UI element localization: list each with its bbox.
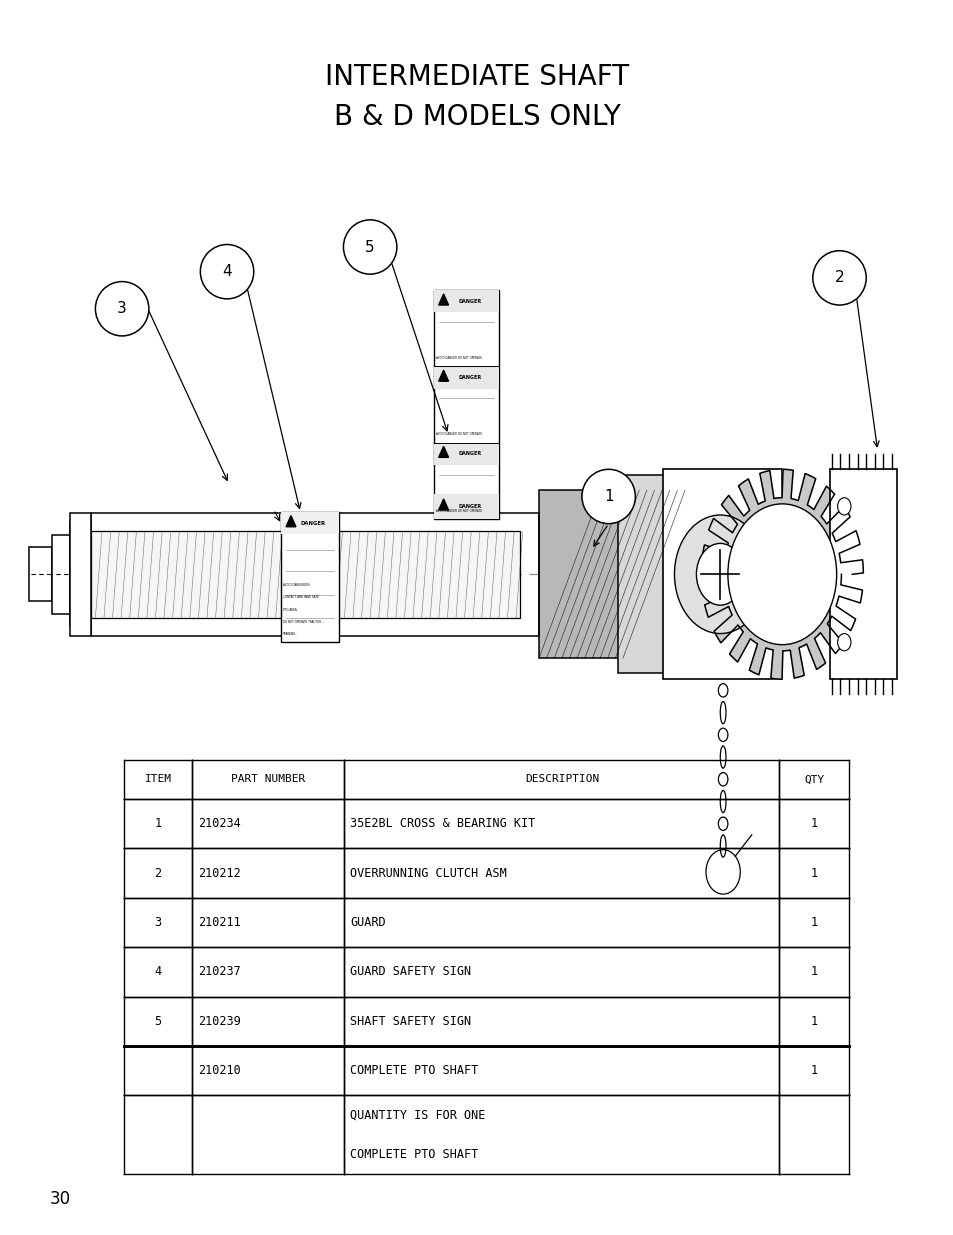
FancyBboxPatch shape: [281, 513, 338, 642]
Ellipse shape: [200, 245, 253, 299]
Text: AVOID DANGER DO NOT OPERATE: AVOID DANGER DO NOT OPERATE: [436, 432, 481, 436]
FancyBboxPatch shape: [91, 531, 519, 618]
Text: 3: 3: [117, 301, 127, 316]
Text: SHAFT SAFETY SIGN: SHAFT SAFETY SIGN: [350, 1015, 471, 1028]
Text: 2: 2: [834, 270, 843, 285]
Text: 210237: 210237: [197, 966, 240, 978]
Polygon shape: [700, 469, 862, 679]
FancyBboxPatch shape: [434, 367, 498, 389]
FancyBboxPatch shape: [52, 535, 70, 614]
Text: COMPLETE PTO SHAFT: COMPLETE PTO SHAFT: [350, 1149, 477, 1161]
Text: 3: 3: [154, 916, 161, 929]
Ellipse shape: [812, 251, 865, 305]
Text: 5: 5: [365, 240, 375, 254]
FancyBboxPatch shape: [70, 513, 91, 636]
Text: 1: 1: [154, 818, 161, 830]
Circle shape: [727, 504, 836, 645]
Text: 1: 1: [603, 489, 613, 504]
Text: TRAINING...: TRAINING...: [283, 632, 298, 636]
Text: DESCRIPTION: DESCRIPTION: [524, 774, 598, 784]
FancyBboxPatch shape: [662, 469, 781, 679]
Text: AVOID DANGER DO NOT OPERATE: AVOID DANGER DO NOT OPERATE: [436, 356, 481, 361]
Text: QUANTITY IS FOR ONE: QUANTITY IS FOR ONE: [350, 1109, 485, 1121]
Text: 210239: 210239: [197, 1015, 240, 1028]
Text: GUARD: GUARD: [350, 916, 385, 929]
Text: B & D MODELS ONLY: B & D MODELS ONLY: [334, 104, 619, 131]
Text: QTY: QTY: [803, 774, 823, 784]
Text: 4: 4: [154, 966, 161, 978]
Text: PTO AREA: PTO AREA: [283, 608, 296, 611]
Text: 1: 1: [810, 1015, 817, 1028]
Text: DANGER: DANGER: [300, 520, 325, 526]
Text: INTERMEDIATE SHAFT: INTERMEDIATE SHAFT: [325, 63, 628, 90]
Text: GUARD SAFETY SIGN: GUARD SAFETY SIGN: [350, 966, 471, 978]
Text: 210211: 210211: [197, 916, 240, 929]
Ellipse shape: [343, 220, 396, 274]
Text: DANGER: DANGER: [458, 299, 481, 304]
FancyBboxPatch shape: [281, 513, 338, 535]
Ellipse shape: [95, 282, 149, 336]
FancyBboxPatch shape: [829, 469, 896, 679]
Text: OVERRUNNING CLUTCH ASM: OVERRUNNING CLUTCH ASM: [350, 867, 506, 879]
Text: DANGER: DANGER: [458, 451, 481, 456]
Text: 210210: 210210: [197, 1065, 240, 1077]
Text: DANGER: DANGER: [458, 504, 481, 509]
Text: 2: 2: [154, 867, 161, 879]
Text: 1: 1: [810, 916, 817, 929]
Text: PART NUMBER: PART NUMBER: [231, 774, 305, 784]
Text: 210212: 210212: [197, 867, 240, 879]
FancyBboxPatch shape: [434, 290, 498, 519]
FancyBboxPatch shape: [618, 475, 667, 673]
Text: CONTACT AND HAVE SAFE: CONTACT AND HAVE SAFE: [283, 595, 319, 599]
Text: 1: 1: [810, 867, 817, 879]
FancyBboxPatch shape: [434, 494, 498, 519]
Text: DO NOT OPERATE TRACTOR...: DO NOT OPERATE TRACTOR...: [283, 620, 324, 624]
Text: AVOID DANGER DO NOT OPERATE: AVOID DANGER DO NOT OPERATE: [436, 509, 481, 513]
Text: 35E2BL CROSS & BEARING KIT: 35E2BL CROSS & BEARING KIT: [350, 818, 535, 830]
Text: DANGER: DANGER: [458, 375, 481, 380]
FancyBboxPatch shape: [538, 490, 624, 658]
FancyBboxPatch shape: [29, 547, 52, 601]
Text: 4: 4: [222, 264, 232, 279]
FancyBboxPatch shape: [70, 522, 91, 626]
Text: 210234: 210234: [197, 818, 240, 830]
Circle shape: [837, 634, 850, 651]
FancyBboxPatch shape: [434, 442, 498, 464]
Text: 1: 1: [810, 966, 817, 978]
Ellipse shape: [581, 469, 635, 524]
Text: 1: 1: [810, 818, 817, 830]
FancyBboxPatch shape: [434, 290, 498, 312]
Text: AVOID DANGEROUS: AVOID DANGEROUS: [283, 583, 310, 587]
Text: ITEM: ITEM: [145, 774, 172, 784]
Text: 30: 30: [50, 1189, 71, 1208]
Text: 5: 5: [154, 1015, 161, 1028]
Circle shape: [837, 498, 850, 515]
Circle shape: [696, 543, 743, 605]
Text: 1: 1: [810, 1065, 817, 1077]
Text: COMPLETE PTO SHAFT: COMPLETE PTO SHAFT: [350, 1065, 477, 1077]
Circle shape: [674, 515, 765, 634]
